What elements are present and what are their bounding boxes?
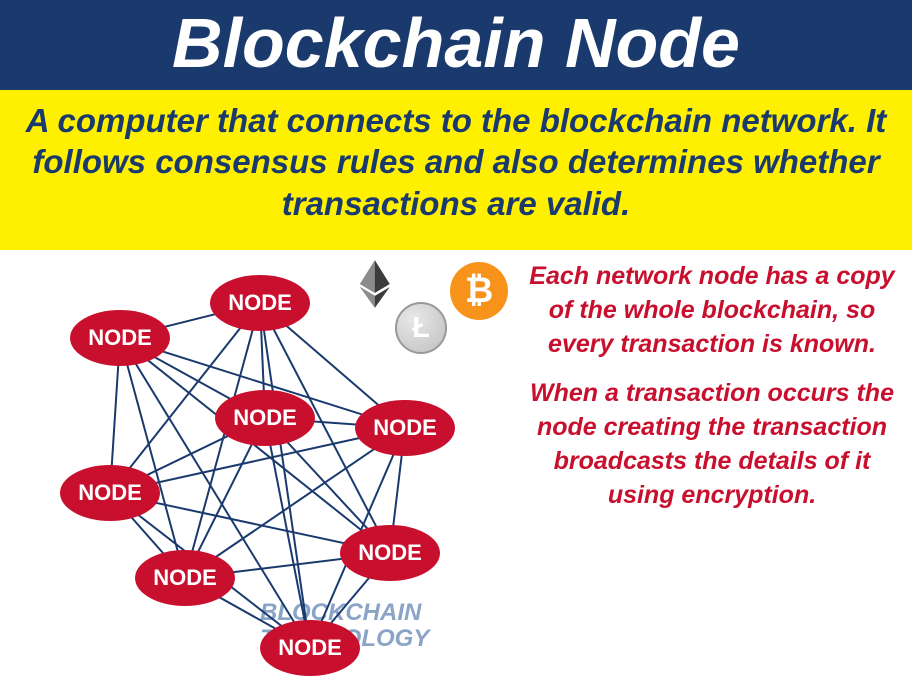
network-node: NODE [340, 525, 440, 581]
subtitle-text: A computer that connects to the blockcha… [26, 102, 887, 222]
bitcoin-letter: ₿ [465, 271, 493, 311]
bitcoin-icon: ₿ [450, 262, 508, 320]
litecoin-letter: Ł [412, 312, 429, 345]
right-text-p2: When a transaction occurs the node creat… [522, 377, 902, 512]
content-area: NODENODENODENODENODENODENODENODE Ł ₿ Eac… [0, 250, 912, 663]
network-node: NODE [210, 275, 310, 331]
network-node: NODE [70, 310, 170, 366]
right-text-block: Each network node has a copy of the whol… [522, 260, 902, 528]
network-node: NODE [355, 400, 455, 456]
title-text: Blockchain Node [172, 4, 740, 82]
title-bar: Blockchain Node [0, 0, 912, 90]
ethereum-icon [360, 260, 390, 308]
right-text-p1: Each network node has a copy of the whol… [522, 260, 902, 361]
network-node: NODE [260, 620, 360, 676]
litecoin-icon: Ł [395, 302, 447, 354]
subtitle-bar: A computer that connects to the blockcha… [0, 90, 912, 250]
network-node: NODE [60, 465, 160, 521]
network-node: NODE [215, 390, 315, 446]
network-node: NODE [135, 550, 235, 606]
